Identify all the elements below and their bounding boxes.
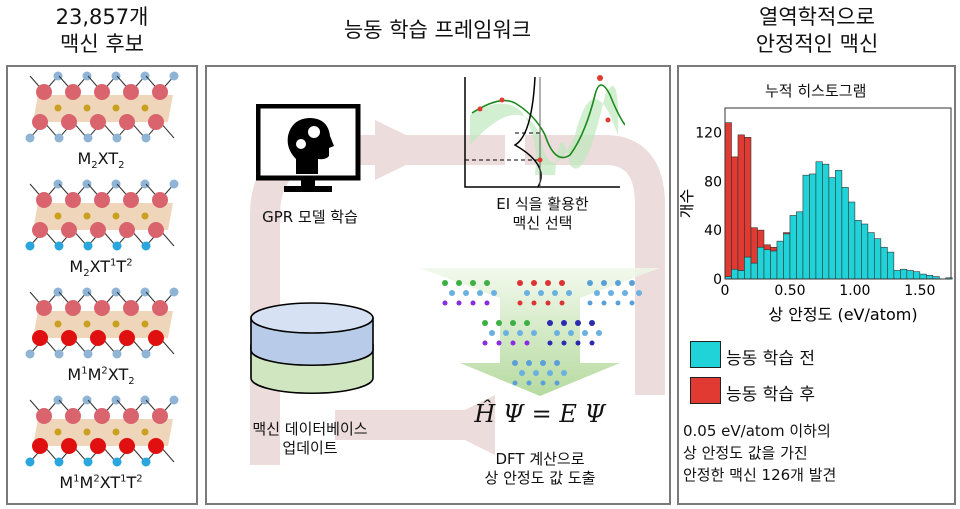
- histogram-bar: [763, 244, 771, 250]
- y-tick-label: 80: [704, 174, 722, 190]
- histogram-bar: [867, 232, 875, 280]
- histogram-bar: [919, 273, 927, 280]
- database-icon: [250, 302, 374, 395]
- mxene-structure: [25, 395, 179, 467]
- result-note: 0.05 eV/atom 이하의 상 안정도 값을 가진 안정한 맥신 126개 발…: [683, 422, 837, 484]
- histogram-bar: [822, 163, 830, 280]
- arrow-left-icon: [435, 395, 495, 455]
- candidates-panel: [6, 65, 198, 505]
- histogram-bar: [789, 215, 797, 280]
- x-tick-label: 0.50: [774, 283, 805, 299]
- chart-title: 누적 히스토그램: [765, 82, 867, 100]
- ei-label: EI 식을 활용한 맥신 선택: [496, 195, 589, 232]
- histogram-bar: [757, 246, 765, 280]
- histogram-bar: [900, 268, 908, 280]
- left-title: 23,857개 맥신 후보: [55, 5, 149, 56]
- histogram-bar: [750, 227, 758, 264]
- histogram-bar: [841, 187, 849, 280]
- ei-plot: [464, 75, 625, 188]
- histogram-bar: [744, 256, 752, 280]
- structure-formula: M1M2XT2: [67, 365, 135, 388]
- histogram-bar: [887, 251, 895, 280]
- histogram-bar: [783, 232, 791, 235]
- db-label: 맥신 데이터베이스 업데이트: [252, 420, 368, 457]
- histogram-bar: [848, 201, 856, 280]
- histogram-bar: [770, 246, 778, 252]
- dft-label: DFT 계산으로 상 안정도 값 도출: [484, 450, 596, 487]
- histogram-bar: [783, 233, 791, 280]
- histogram-bar: [757, 229, 765, 248]
- histogram: 0 0.50 1.00 1.50 0 40 80 120 상 안정도 (eV/atom) 개수: [680, 107, 953, 324]
- histogram-bar: [913, 271, 921, 280]
- schrodinger-equation: Ĥ Ψ = E Ψ: [474, 400, 606, 428]
- right-title: 열역학적으로 안정적인 맥신: [755, 5, 879, 56]
- plot-frame: [724, 107, 952, 280]
- framework-panel: [205, 65, 671, 505]
- arrow-right-icon: [375, 120, 437, 180]
- histogram-bar: [731, 268, 739, 280]
- histogram-bar: [796, 211, 804, 280]
- histogram-bar: [763, 249, 771, 280]
- histogram-bar: [802, 174, 810, 280]
- histogram-bar: [744, 137, 752, 258]
- x-tick-label: 1.00: [839, 283, 870, 299]
- legend-swatch-after: [690, 377, 721, 404]
- legend-label-after: 능동 학습 후: [726, 385, 816, 405]
- middle-title: 능동 학습 프레임워크: [343, 18, 532, 42]
- stable-panel: [677, 65, 956, 505]
- mxene-structure: [25, 71, 179, 143]
- legend-label-before: 능동 학습 전: [726, 349, 816, 369]
- histogram-bar: [770, 250, 778, 280]
- structure-formula: M1M2XT1T2: [59, 473, 143, 492]
- y-tick-label: 120: [695, 125, 722, 141]
- y-axis-label: 개수: [680, 189, 696, 218]
- x-axis-label: 상 안정도 (eV/atom): [768, 305, 917, 324]
- histogram-bar: [893, 270, 901, 280]
- histogram-bar: [926, 275, 934, 280]
- histogram-bar: [750, 262, 758, 280]
- histogram-bar: [731, 156, 739, 270]
- histogram-bar: [835, 169, 843, 280]
- histogram-bar: [737, 134, 745, 271]
- mxene-structure: [25, 287, 179, 359]
- histogram-bar: [776, 240, 784, 280]
- structure-formula: M2XT2: [77, 149, 125, 172]
- gpr-label: GPR 모델 학습: [262, 208, 358, 226]
- mxene-structure: [25, 179, 179, 251]
- x-tick-label: 1.50: [904, 283, 935, 299]
- histogram-bar: [854, 220, 862, 280]
- x-tick-label: 0: [721, 283, 730, 299]
- histogram-bar: [828, 177, 836, 280]
- histogram-bar: [815, 161, 823, 280]
- dft-funnel: [420, 268, 660, 396]
- y-tick-label: 40: [704, 223, 722, 239]
- monitor-ai-icon: [256, 104, 361, 192]
- histogram-bar: [737, 270, 745, 280]
- histogram-bar: [874, 238, 882, 280]
- histogram-bar: [861, 223, 869, 280]
- histogram-bar: [809, 173, 817, 280]
- histogram-bar: [906, 270, 914, 280]
- legend-swatch-before: [690, 341, 721, 368]
- histogram-bar: [880, 246, 888, 280]
- histogram-bar: [724, 122, 732, 277]
- structure-formula: M2XT1T2: [69, 257, 133, 280]
- y-tick-label: 0: [713, 272, 722, 288]
